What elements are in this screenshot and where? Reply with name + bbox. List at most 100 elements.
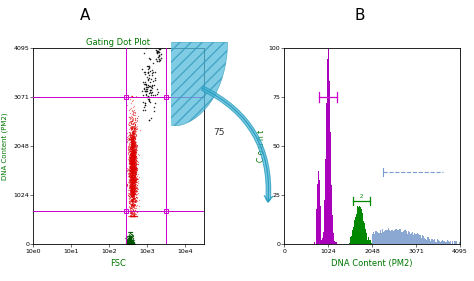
Point bbox=[128, 169, 135, 174]
Point bbox=[125, 240, 132, 244]
Point bbox=[132, 167, 139, 171]
Point bbox=[131, 160, 138, 165]
Point bbox=[131, 206, 139, 210]
Point bbox=[128, 187, 135, 191]
Point bbox=[125, 241, 132, 246]
Point bbox=[125, 241, 133, 246]
Point bbox=[128, 162, 136, 166]
Point bbox=[128, 197, 136, 201]
Point bbox=[131, 143, 139, 148]
Point bbox=[129, 139, 137, 143]
Point bbox=[128, 241, 136, 245]
Point bbox=[130, 144, 137, 148]
Point bbox=[129, 213, 137, 218]
Point bbox=[128, 151, 136, 156]
Point bbox=[131, 158, 139, 163]
Point bbox=[152, 92, 159, 97]
Point bbox=[129, 190, 137, 194]
Point bbox=[133, 213, 140, 218]
Point bbox=[127, 241, 134, 245]
Point bbox=[129, 193, 137, 198]
Point bbox=[128, 139, 136, 143]
Point bbox=[130, 171, 138, 176]
Point bbox=[129, 141, 137, 146]
Point bbox=[128, 240, 136, 244]
Point bbox=[127, 242, 135, 246]
Point bbox=[128, 180, 135, 184]
Point bbox=[132, 153, 139, 158]
Point bbox=[128, 193, 135, 198]
Point bbox=[125, 241, 132, 245]
Point bbox=[128, 142, 136, 147]
Point bbox=[128, 145, 136, 149]
Point bbox=[123, 140, 131, 144]
Point bbox=[128, 160, 136, 165]
Point bbox=[131, 159, 139, 164]
Point bbox=[126, 115, 133, 119]
Point bbox=[130, 145, 138, 149]
Point bbox=[127, 161, 135, 165]
Point bbox=[145, 64, 152, 68]
Point bbox=[130, 163, 138, 167]
Point bbox=[128, 185, 135, 190]
Point bbox=[132, 192, 140, 196]
Point bbox=[130, 187, 137, 191]
Point bbox=[128, 142, 136, 147]
Point bbox=[153, 48, 160, 52]
Point bbox=[145, 95, 153, 99]
Point bbox=[130, 167, 138, 171]
Point bbox=[129, 132, 137, 137]
Point bbox=[130, 182, 138, 187]
Point bbox=[128, 198, 136, 203]
Point bbox=[129, 157, 137, 162]
Point bbox=[146, 84, 154, 89]
Point bbox=[129, 184, 137, 189]
Point bbox=[129, 177, 137, 182]
Point bbox=[128, 240, 135, 244]
Point bbox=[126, 238, 133, 243]
Point bbox=[128, 178, 136, 182]
Point bbox=[128, 139, 136, 143]
Point bbox=[129, 169, 137, 173]
Point bbox=[132, 154, 139, 158]
Point bbox=[125, 241, 133, 246]
Point bbox=[127, 241, 134, 245]
Point bbox=[145, 117, 153, 122]
Point bbox=[129, 190, 137, 194]
Point bbox=[128, 172, 135, 176]
Point bbox=[125, 137, 132, 142]
Point bbox=[128, 172, 136, 177]
Point bbox=[129, 202, 137, 207]
Point bbox=[131, 141, 138, 146]
Point bbox=[127, 124, 134, 129]
Point bbox=[128, 184, 135, 189]
Point bbox=[133, 185, 140, 189]
Point bbox=[130, 164, 137, 169]
Point bbox=[126, 96, 134, 101]
Point bbox=[128, 157, 136, 161]
Point bbox=[126, 185, 134, 189]
Point bbox=[126, 182, 133, 186]
Point bbox=[129, 192, 137, 197]
Point bbox=[129, 152, 137, 157]
Point bbox=[127, 240, 134, 244]
Point bbox=[129, 213, 137, 218]
Point bbox=[126, 191, 134, 195]
Point bbox=[126, 239, 133, 243]
Point bbox=[130, 192, 137, 196]
Point bbox=[126, 239, 133, 243]
Point bbox=[128, 149, 136, 153]
Point bbox=[129, 129, 137, 133]
Point bbox=[129, 138, 137, 143]
Point bbox=[126, 158, 133, 163]
Point bbox=[128, 142, 135, 147]
Point bbox=[128, 213, 135, 218]
Point bbox=[126, 145, 134, 150]
Point bbox=[132, 199, 140, 203]
Point bbox=[124, 188, 131, 193]
Point bbox=[130, 188, 138, 192]
Point bbox=[129, 116, 137, 121]
Point bbox=[129, 176, 137, 181]
Point bbox=[127, 190, 134, 195]
Point bbox=[128, 192, 136, 197]
